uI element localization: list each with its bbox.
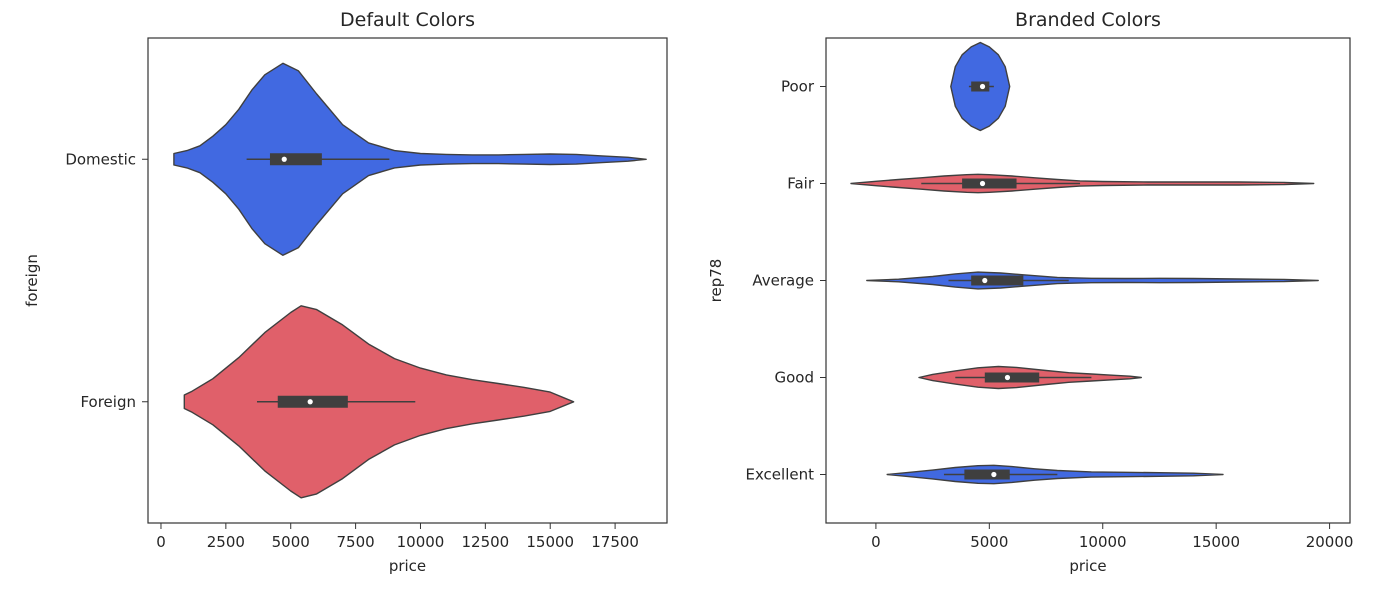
x-tick-label: 15000 — [1192, 533, 1240, 551]
violin-median-dot — [979, 180, 986, 187]
violin-iqr-box — [984, 372, 1040, 383]
panel-1: Default Colors 0 2500 5000 7500 10000 12500 150… — [23, 9, 668, 575]
x-tick-label: 20000 — [1306, 533, 1354, 551]
y-tick-label: Good — [775, 369, 815, 387]
violin-average — [866, 271, 1319, 290]
violin-median-dot — [991, 471, 997, 478]
violin-iqr-box — [964, 469, 1010, 480]
violin-good — [918, 365, 1142, 390]
y-tick-label: Average — [752, 272, 814, 290]
violin-body — [850, 173, 1315, 194]
y-tick-label: Poor — [781, 78, 815, 96]
violin-domestic — [173, 62, 647, 256]
chart-title: Branded Colors — [1015, 9, 1161, 31]
violin-iqr-box — [269, 153, 322, 166]
violin-excellent — [886, 464, 1224, 485]
x-tick-label: 12500 — [461, 533, 509, 551]
x-axis-label: price — [1069, 557, 1106, 575]
x-axis-label: price — [389, 557, 426, 575]
chart-title: Default Colors — [340, 9, 475, 31]
x-tick-label: 7500 — [337, 533, 375, 551]
x-tick-label: 5000 — [970, 533, 1008, 551]
violin-fair — [850, 173, 1315, 194]
violin-median-dot — [281, 156, 287, 162]
y-axis-label: foreign — [23, 254, 41, 307]
x-tick-label: 15000 — [526, 533, 574, 551]
plot-frame — [147, 37, 668, 524]
x-tick-label: 5000 — [272, 533, 310, 551]
violin-iqr-box — [962, 178, 1017, 189]
y-tick-label: Foreign — [80, 393, 136, 411]
violin-body — [173, 62, 647, 256]
violin-median-dot — [1004, 374, 1011, 381]
x-tick-label: 10000 — [1079, 533, 1127, 551]
y-tick-label: Domestic — [65, 150, 136, 168]
violin-iqr-box — [971, 275, 1024, 286]
violin-foreign — [183, 305, 575, 499]
violin-median-dot — [307, 399, 313, 405]
x-tick-label: 0 — [156, 533, 166, 551]
x-tick-label: 0 — [871, 533, 881, 551]
x-tick-label: 10000 — [397, 533, 445, 551]
violin-body — [866, 271, 1319, 290]
violin-median-dot — [979, 83, 986, 90]
violin-median-dot — [982, 277, 988, 284]
y-tick-label: Fair — [787, 175, 815, 193]
x-tick-label: 2500 — [207, 533, 245, 551]
x-tick-label: 17500 — [591, 533, 639, 551]
violin-poor — [950, 41, 1011, 132]
y-tick-label: Excellent — [745, 466, 814, 484]
y-axis-label: rep78 — [707, 259, 725, 303]
panel-2: Branded Colors 0 5000 10000 15000 20000 Poor Fa… — [707, 9, 1353, 575]
